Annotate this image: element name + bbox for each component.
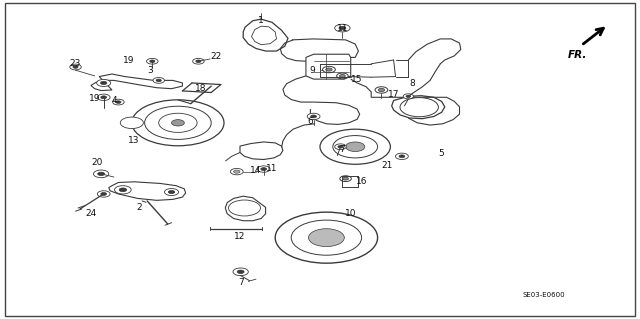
Circle shape xyxy=(93,170,109,178)
Text: 24: 24 xyxy=(85,209,97,218)
Circle shape xyxy=(335,144,346,150)
Text: 2: 2 xyxy=(137,204,142,212)
Circle shape xyxy=(164,189,179,196)
Circle shape xyxy=(156,79,161,82)
Circle shape xyxy=(323,66,335,73)
Circle shape xyxy=(115,186,131,194)
Circle shape xyxy=(308,229,344,247)
Circle shape xyxy=(326,68,332,71)
Text: 18: 18 xyxy=(195,84,207,93)
Text: 6: 6 xyxy=(307,117,313,126)
Text: 22: 22 xyxy=(210,52,221,61)
Circle shape xyxy=(97,79,111,86)
Circle shape xyxy=(234,170,240,173)
Circle shape xyxy=(193,58,204,64)
Circle shape xyxy=(261,168,267,170)
Circle shape xyxy=(396,153,408,160)
Text: 13: 13 xyxy=(128,137,140,145)
Text: 3: 3 xyxy=(147,66,152,75)
Text: 21: 21 xyxy=(381,161,392,170)
Circle shape xyxy=(101,96,106,99)
Circle shape xyxy=(399,155,405,158)
Circle shape xyxy=(98,172,104,175)
Circle shape xyxy=(340,75,346,77)
Circle shape xyxy=(153,78,164,83)
Circle shape xyxy=(100,81,107,85)
Text: 11: 11 xyxy=(337,24,349,33)
Circle shape xyxy=(237,270,244,273)
Circle shape xyxy=(346,142,365,152)
Circle shape xyxy=(400,98,438,117)
Circle shape xyxy=(403,94,413,99)
Text: 16: 16 xyxy=(356,177,367,186)
Circle shape xyxy=(70,64,81,70)
Text: 15: 15 xyxy=(351,75,362,84)
Text: 11: 11 xyxy=(266,164,278,173)
Circle shape xyxy=(406,95,411,98)
Text: 5: 5 xyxy=(439,149,444,158)
Circle shape xyxy=(378,88,385,92)
Text: 1: 1 xyxy=(259,16,264,25)
Circle shape xyxy=(119,188,127,192)
Circle shape xyxy=(196,60,201,63)
Circle shape xyxy=(375,87,388,93)
Text: SE03-E0600: SE03-E0600 xyxy=(523,292,565,298)
Circle shape xyxy=(335,24,350,32)
Text: 7: 7 xyxy=(238,278,243,287)
Circle shape xyxy=(97,94,110,100)
Circle shape xyxy=(257,166,270,172)
Text: 9: 9 xyxy=(310,66,316,75)
Circle shape xyxy=(340,176,351,182)
Circle shape xyxy=(230,168,243,175)
Circle shape xyxy=(113,99,124,105)
Text: FR.: FR. xyxy=(568,50,587,60)
Circle shape xyxy=(172,120,184,126)
Circle shape xyxy=(101,192,106,195)
Text: 10: 10 xyxy=(345,209,356,218)
Circle shape xyxy=(147,58,158,64)
Text: 19: 19 xyxy=(123,56,134,65)
Circle shape xyxy=(150,60,155,63)
Circle shape xyxy=(168,190,175,194)
Text: 20: 20 xyxy=(92,158,103,167)
Circle shape xyxy=(120,117,143,129)
Circle shape xyxy=(73,66,78,68)
Circle shape xyxy=(311,115,317,118)
Text: 19: 19 xyxy=(89,94,100,103)
Text: 4: 4 xyxy=(111,96,116,105)
Circle shape xyxy=(116,101,121,103)
Text: 8: 8 xyxy=(410,79,415,88)
Circle shape xyxy=(339,26,346,30)
Circle shape xyxy=(307,113,320,120)
Circle shape xyxy=(338,145,343,148)
Text: 12: 12 xyxy=(234,232,246,241)
Text: 7: 7 xyxy=(340,145,345,154)
Circle shape xyxy=(97,191,110,197)
Circle shape xyxy=(233,268,248,276)
Text: 17: 17 xyxy=(388,90,399,99)
Circle shape xyxy=(343,177,349,180)
Circle shape xyxy=(337,73,348,79)
Text: 14: 14 xyxy=(250,167,261,175)
Text: 23: 23 xyxy=(70,59,81,68)
